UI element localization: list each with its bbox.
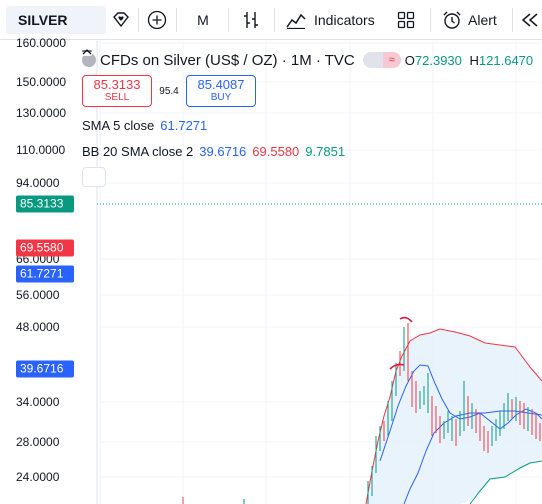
alarm-clock-icon (442, 10, 462, 30)
price-scale-label: 48.0000 (16, 320, 60, 334)
sma-value: 61.7271 (160, 117, 208, 133)
price-scale-label: 110.0000 (16, 143, 66, 157)
open-key: O (404, 52, 415, 68)
sma-price-tag: 61.7271 (16, 265, 74, 283)
buy-price: 85.4087 (197, 77, 245, 92)
last-price-tag: 85.3133 (16, 195, 74, 213)
top-toolbar: SILVER M Indicators (0, 0, 542, 40)
price-scale-label: 34.0000 (16, 395, 60, 409)
bb-upper-price-tag: 69.5580 (16, 239, 74, 257)
interval-label: M (197, 12, 209, 28)
sma-legend-row[interactable]: SMA 5 close 61.7271 (82, 115, 533, 135)
grid-icon[interactable] (396, 6, 416, 34)
cloud-icon (82, 50, 96, 67)
bb-lower-value: 9.7851 (305, 143, 346, 159)
wave-icon: ≈ (382, 52, 401, 68)
sell-price: 85.3133 (93, 77, 141, 92)
price-scale-label: 24.0000 (16, 470, 60, 484)
symbol-search[interactable]: SILVER (6, 6, 106, 34)
price-scale-label: 28.0000 (16, 435, 60, 449)
bb-basis-line (403, 410, 542, 504)
chart-legend: CFDs on Silver (US$ / OZ) · 1M · TVC ≈ O… (82, 49, 533, 187)
bb-legend-row[interactable]: BB 20 SMA close 2 39.6716 69.5580 9.7851 (82, 141, 533, 161)
legend-title-row: CFDs on Silver (US$ / OZ) · 1M · TVC ≈ O… (82, 49, 533, 71)
indicators-button[interactable]: Indicators (286, 6, 382, 34)
high-value: 121.6470 (478, 52, 534, 68)
ohlc-values: O72.3930 H121.6470 (405, 53, 533, 68)
chart-line-icon (286, 11, 306, 29)
toolbar-divider (228, 8, 229, 32)
bb-upper-line (365, 328, 542, 504)
toolbar-divider (176, 8, 177, 32)
bb-lower-line (469, 460, 542, 504)
toolbar-divider (430, 8, 431, 32)
annotation-stroke (389, 363, 405, 370)
plus-circle-icon[interactable] (146, 6, 168, 34)
sma-line (379, 364, 542, 462)
interval-button[interactable]: M (190, 6, 216, 34)
buy-label: BUY (210, 92, 232, 103)
bb-basis-value: 39.6716 (199, 143, 247, 159)
legend-title[interactable]: CFDs on Silver (US$ / OZ) · 1M · TVC (100, 51, 355, 69)
chart-pane[interactable]: 160.0000 150.0000 130.0000 110.0000 94.0… (0, 36, 542, 504)
price-scale-label: 94.0000 (16, 176, 60, 190)
spread-value: 95.4 (159, 85, 179, 97)
open-value: 72.3930 (414, 52, 462, 68)
trade-buttons: 85.3133 SELL 95.4 85.4087 BUY (82, 75, 533, 107)
annotation-stroke (399, 316, 413, 323)
high-key: H (469, 52, 479, 68)
legend-collapse-button[interactable] (82, 49, 106, 187)
sell-button[interactable]: 85.3133 SELL (82, 75, 152, 107)
toolbar-divider (274, 8, 275, 32)
bb-name: BB 20 SMA close 2 (82, 143, 194, 159)
rewind-icon[interactable] (520, 6, 540, 34)
toolbar-divider (138, 8, 139, 32)
price-scale-label: 160.0000 (16, 36, 67, 50)
chevron-up-icon (82, 49, 92, 55)
indicators-label: Indicators (314, 12, 375, 28)
alert-label: Alert (468, 12, 497, 28)
chart-canvas (96, 41, 542, 504)
minus-icon (82, 50, 383, 68)
candles (182, 323, 541, 504)
price-scale-label: 56.0000 (16, 288, 60, 302)
sma-name: SMA 5 close (82, 117, 155, 133)
bb-upper-value: 69.5580 (252, 143, 300, 159)
toolbar-divider (512, 8, 513, 32)
bb-basis-price-tag: 39.6716 (16, 360, 74, 378)
sell-label: SELL (104, 92, 130, 103)
candles-icon[interactable] (240, 6, 262, 34)
price-scale-label: 130.0000 (16, 106, 67, 120)
price-scale-label: 150.0000 (16, 75, 67, 89)
buy-button[interactable]: 85.4087 BUY (186, 75, 256, 107)
diamond-heart-icon[interactable] (110, 6, 132, 34)
alert-button[interactable]: Alert (442, 6, 506, 34)
symbol-label: SILVER (18, 12, 68, 28)
market-status-pill[interactable]: ≈ (82, 50, 401, 68)
bb-fill (366, 329, 542, 504)
